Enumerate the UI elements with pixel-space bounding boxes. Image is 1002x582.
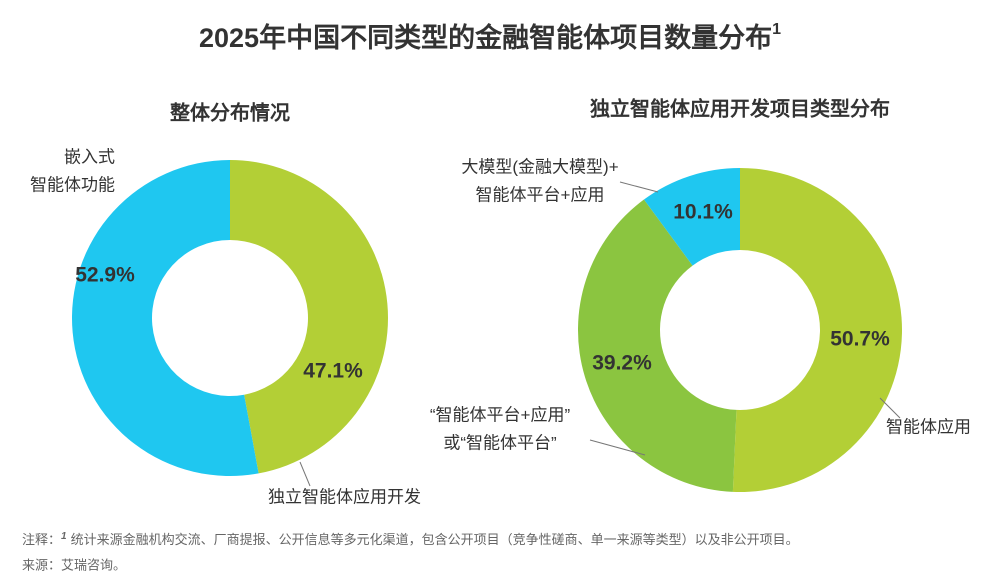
wedge: [732, 168, 903, 493]
chart-subtitle: 独立智能体应用开发项目类型分布: [590, 96, 890, 120]
note-ref: 1: [61, 531, 67, 542]
source: 来源：艾瑞咨询。: [22, 557, 126, 572]
leader-line: [589, 439, 646, 456]
category-label: 智能体功能: [30, 175, 115, 194]
wedge: [72, 160, 259, 476]
chart-subtitle: 整体分布情况: [169, 100, 290, 124]
note-label: 注释：: [22, 532, 61, 547]
category-label: 智能体应用: [886, 417, 971, 436]
value-label: 47.1%: [303, 360, 363, 383]
wedge: [578, 199, 737, 492]
category-label: 大模型(金融大模型)+: [461, 157, 618, 176]
value-label: 10.1%: [673, 201, 733, 224]
value-label: 52.9%: [75, 264, 135, 287]
note-text: 统计来源金融机构交流、厂商提报、公开信息等多元化渠道，包含公开项目（竞争性磋商、…: [71, 532, 799, 547]
category-label: 嵌入式: [64, 147, 115, 166]
page-title: 2025年中国不同类型的金融智能体项目数量分布1: [199, 21, 781, 53]
category-label: “智能体平台+应用”: [430, 405, 571, 424]
title-ref: 1: [772, 21, 781, 38]
category-label: 独立智能体应用开发: [268, 487, 421, 506]
title-text: 2025年中国不同类型的金融智能体项目数量分布: [199, 22, 772, 53]
leader-line: [879, 397, 901, 419]
category-label: 智能体平台+应用: [476, 185, 605, 204]
leader-line: [299, 461, 311, 487]
leader-line: [619, 181, 659, 193]
category-label: 或“智能体平台”: [443, 433, 557, 452]
wedge: [230, 160, 389, 474]
value-label: 39.2%: [592, 352, 652, 375]
footnote: 注释：1 统计来源金融机构交流、厂商提报、公开信息等多元化渠道，包含公开项目（竞争…: [22, 531, 799, 548]
wedge: [643, 168, 740, 266]
value-label: 50.7%: [830, 328, 890, 351]
